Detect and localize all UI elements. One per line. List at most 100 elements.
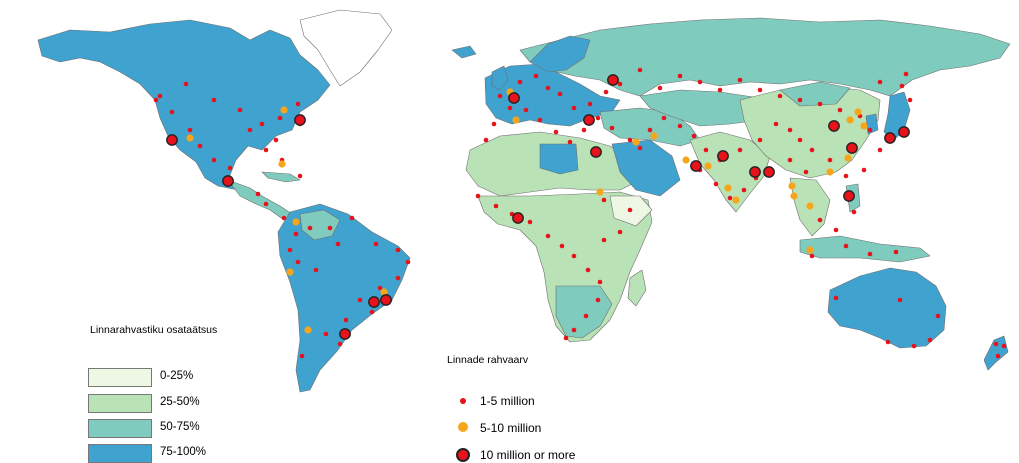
- city-5-10-million: [790, 192, 798, 200]
- city-1-5-million: [571, 105, 577, 111]
- city-1-5-million: [697, 79, 703, 85]
- south-america-shape: [277, 203, 411, 393]
- scandinavia-shape: [529, 35, 591, 73]
- city-1-5-million: [507, 105, 513, 111]
- city-5-10-million: [650, 132, 658, 140]
- city-1-5-million: [993, 341, 999, 347]
- city-1-5-million: [911, 343, 917, 349]
- city-1-5-million: [713, 181, 719, 187]
- city-10-million-plus: [222, 175, 234, 187]
- city-1-5-million: [571, 327, 577, 333]
- city-1-5-million: [211, 157, 217, 163]
- city-1-5-million: [537, 117, 543, 123]
- city-1-5-million: [557, 91, 563, 97]
- city-1-5-million: [717, 87, 723, 93]
- city-10-million-plus: [828, 120, 840, 132]
- city-1-5-million: [677, 73, 683, 79]
- city-1-5-million: [263, 201, 269, 207]
- city-1-5-million: [263, 147, 269, 153]
- city-1-5-million: [183, 81, 189, 87]
- city-1-5-million: [877, 79, 883, 85]
- city-10-million-plus: [763, 166, 775, 178]
- city-1-5-million: [335, 241, 341, 247]
- city-1-5-million: [595, 297, 601, 303]
- city-1-5-million: [597, 279, 603, 285]
- city-1-5-million: [803, 169, 809, 175]
- russia-shape: [519, 17, 1011, 97]
- city-1-5-million: [741, 187, 747, 193]
- city-1-5-million: [553, 129, 559, 135]
- urban-legend-title: Linnarahvastiku osataätsus: [90, 324, 218, 336]
- city-1-5-million: [787, 157, 793, 163]
- city-1-5-million: [897, 297, 903, 303]
- city-1-5-million: [601, 237, 607, 243]
- city-1-5-million: [833, 227, 839, 233]
- city-1-5-million: [293, 231, 299, 237]
- city-10-million-plus: [590, 146, 602, 158]
- city-1-5-million: [475, 193, 481, 199]
- madagascar-shape: [627, 269, 647, 307]
- city-1-5-million: [907, 97, 913, 103]
- legend-swatch-25-50: [88, 394, 152, 413]
- city-1-5-million: [757, 87, 763, 93]
- city-1-5-million: [567, 139, 573, 145]
- city-1-5-million: [595, 115, 601, 121]
- city-1-5-million: [617, 229, 623, 235]
- australia-shape: [827, 267, 947, 349]
- city-10-million-plus: [717, 150, 729, 162]
- city-1-5-million: [867, 251, 873, 257]
- city-1-5-million: [533, 73, 539, 79]
- city-1-5-million: [691, 133, 697, 139]
- city-1-5-million: [295, 259, 301, 265]
- legend-label-10-million-plus: 10 million or more: [480, 448, 576, 462]
- city-1-5-million: [737, 77, 743, 83]
- city-1-5-million: [295, 101, 301, 107]
- legend-swatch-50-75: [88, 419, 152, 438]
- city-1-5-million: [899, 83, 905, 89]
- city-5-10-million: [596, 188, 604, 196]
- city-5-10-million: [724, 184, 732, 192]
- city-10-million-plus: [607, 74, 619, 86]
- city-5-10-million: [186, 134, 194, 142]
- city-1-5-million: [349, 215, 355, 221]
- legend-swatch-75-100: [88, 444, 152, 463]
- new-zealand-shape: [983, 335, 1009, 371]
- city-1-5-million: [627, 137, 633, 143]
- city-1-5-million: [299, 353, 305, 359]
- city-1-5-million: [777, 93, 783, 99]
- city-1-5-million: [843, 173, 849, 179]
- city-1-5-million: [581, 127, 587, 133]
- city-5-10-million: [632, 138, 640, 146]
- city-5-10-million: [286, 268, 294, 276]
- city-1-5-million: [727, 195, 733, 201]
- city-1-5-million: [797, 137, 803, 143]
- city-1-5-million: [571, 253, 577, 259]
- city-1-5-million: [313, 267, 319, 273]
- city-1-5-million: [307, 225, 313, 231]
- city-1-5-million: [277, 115, 283, 121]
- city-1-5-million: [885, 339, 891, 345]
- city-1-5-million: [337, 341, 343, 347]
- city-5-10-million: [704, 162, 712, 170]
- city-1-5-million: [843, 243, 849, 249]
- city-1-5-million: [527, 219, 533, 225]
- city-1-5-million: [373, 241, 379, 247]
- city-1-5-million: [995, 353, 1001, 359]
- city-1-5-million: [903, 71, 909, 77]
- city-1-5-million: [497, 93, 503, 99]
- city-10-million-plus: [166, 134, 178, 146]
- city-1-5-million: [583, 313, 589, 319]
- city-10-million-plus: [380, 294, 392, 306]
- city-10-million-plus: [846, 142, 858, 154]
- city-1-5-million: [517, 79, 523, 85]
- city-1-5-million: [559, 243, 565, 249]
- city-1-5-million: [657, 85, 663, 91]
- city-1-5-million: [491, 121, 497, 127]
- country-shapes: [37, 9, 1011, 393]
- india-shape: [689, 131, 771, 213]
- saudi-arabia-shape: [611, 139, 681, 197]
- city-1-5-million: [377, 285, 383, 291]
- city-1-5-million: [637, 67, 643, 73]
- city-1-5-million: [523, 107, 529, 113]
- city-1-5-million: [1001, 343, 1007, 349]
